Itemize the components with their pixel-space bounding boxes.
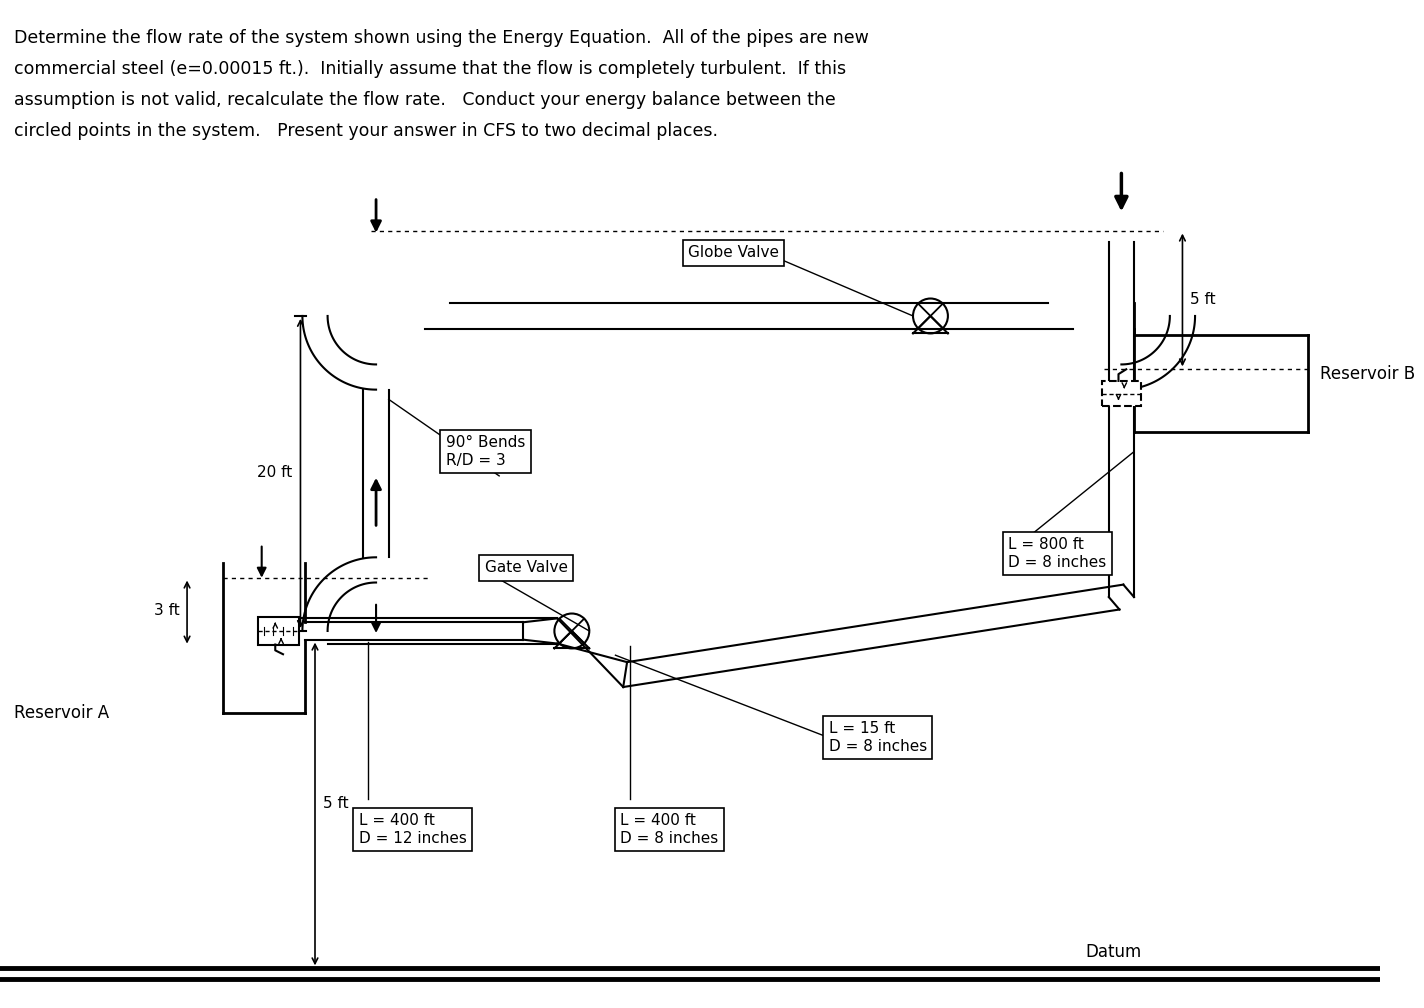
- Text: Globe Valve: Globe Valve: [688, 246, 779, 260]
- Text: Datum: Datum: [1085, 942, 1142, 961]
- Text: 5 ft: 5 ft: [323, 796, 349, 811]
- Text: L = 400 ft
D = 8 inches: L = 400 ft D = 8 inches: [621, 813, 719, 846]
- Text: Gate Valve: Gate Valve: [484, 560, 568, 576]
- Text: assumption is not valid, recalculate the flow rate.   Conduct your energy balanc: assumption is not valid, recalculate the…: [14, 91, 836, 109]
- Text: 3 ft: 3 ft: [154, 603, 179, 618]
- Bar: [1102, 381, 1141, 406]
- Text: 90° Bends
R/D = 3: 90° Bends R/D = 3: [446, 435, 525, 468]
- Bar: [258, 617, 299, 644]
- Text: 20 ft: 20 ft: [258, 466, 293, 481]
- Text: 5 ft: 5 ft: [1190, 292, 1216, 307]
- Text: L = 800 ft
D = 8 inches: L = 800 ft D = 8 inches: [1008, 537, 1106, 570]
- Text: Determine the flow rate of the system shown using the Energy Equation.  All of t: Determine the flow rate of the system sh…: [14, 29, 869, 47]
- Text: L = 400 ft
D = 12 inches: L = 400 ft D = 12 inches: [359, 813, 467, 846]
- Text: Reservoir A: Reservoir A: [14, 705, 108, 723]
- Text: circled points in the system.   Present your answer in CFS to two decimal places: circled points in the system. Present yo…: [14, 122, 718, 140]
- Text: L = 15 ft
D = 8 inches: L = 15 ft D = 8 inches: [829, 722, 927, 754]
- Text: commercial steel (e=0.00015 ft.).  Initially assume that the flow is completely : commercial steel (e=0.00015 ft.). Initia…: [14, 60, 846, 78]
- Text: Reservoir B: Reservoir B: [1320, 365, 1415, 383]
